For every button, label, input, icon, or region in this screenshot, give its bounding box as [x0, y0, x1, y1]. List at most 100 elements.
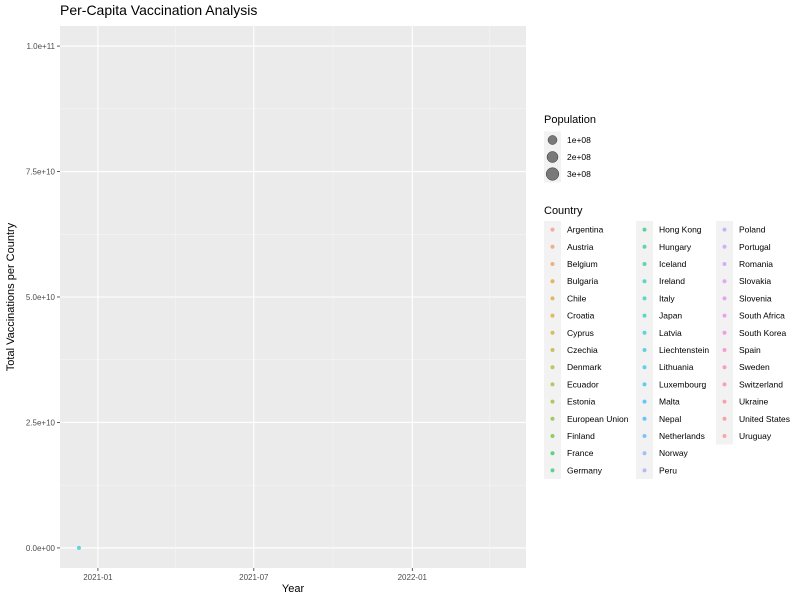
color-legend-label: Estonia	[567, 397, 596, 407]
color-legend-label: Poland	[739, 225, 766, 235]
color-legend-label: Switzerland	[739, 379, 783, 389]
color-legend: Argentina Austria Belgium Bulgaria Chile Croa…	[544, 221, 790, 479]
color-legend-label: Japan	[659, 311, 682, 321]
color-legend-label: Liechtenstein	[659, 345, 709, 355]
color-legend-dot	[642, 416, 647, 421]
size-legend-circle	[546, 151, 559, 163]
color-legend-label: Slovakia	[739, 276, 771, 286]
color-legend-label: Denmark	[567, 362, 602, 372]
color-legend-dot	[642, 227, 647, 232]
color-legend-dot	[550, 330, 555, 335]
color-legend-dot	[550, 399, 555, 404]
color-legend-dot	[722, 416, 727, 421]
color-legend-label: Slovenia	[739, 293, 772, 303]
color-legend-dot	[550, 348, 555, 352]
color-legend-dot	[642, 399, 647, 404]
color-legend-dot	[722, 399, 727, 404]
color-legend-label: Hong Kong	[659, 225, 702, 235]
color-legend-label: Norway	[659, 448, 689, 458]
color-legend-dot	[642, 434, 647, 438]
color-legend-label: Romania	[739, 259, 773, 269]
color-legend-dot	[722, 365, 727, 370]
color-legend-label: Sweden	[739, 362, 770, 372]
color-legend-dot	[722, 296, 727, 301]
color-legend-dot	[722, 279, 727, 284]
color-legend-dot	[642, 330, 647, 335]
color-legend-label: Uruguay	[739, 431, 772, 441]
x-tick-label: 2021-07	[239, 573, 269, 582]
color-legend-dot	[642, 468, 647, 473]
color-legend-label: Italy	[659, 293, 675, 303]
color-legend-title: Country	[544, 205, 583, 217]
color-legend-dot	[642, 451, 647, 456]
color-legend-dot	[722, 348, 727, 352]
size-legend: 1e+08 2e+08 3e+08	[544, 131, 591, 183]
x-tick-label: 2022-01	[398, 573, 428, 582]
color-legend-dot	[722, 262, 727, 266]
size-legend-label: 2e+08	[567, 152, 591, 162]
color-legend-label: Czechia	[567, 345, 598, 355]
color-legend-label: Argentina	[567, 225, 604, 235]
color-legend-dot	[642, 296, 647, 301]
color-legend-label: Chile	[567, 293, 587, 303]
color-legend-dot	[550, 296, 555, 301]
color-legend-dot	[550, 468, 555, 473]
color-legend-label: Latvia	[659, 328, 682, 338]
size-legend-circle	[547, 135, 558, 145]
color-legend-dot	[550, 244, 555, 249]
grid-lines	[60, 26, 526, 568]
color-legend-label: Iceland	[659, 259, 687, 269]
color-legend-dot	[642, 365, 647, 370]
color-legend-label: Spain	[739, 345, 761, 355]
size-legend-title: Population	[544, 114, 596, 126]
color-legend-dot	[642, 262, 647, 266]
color-legend-dot	[550, 382, 555, 387]
color-legend-label: Netherlands	[659, 431, 705, 441]
color-legend-dot	[550, 313, 555, 318]
color-legend-label: Peru	[659, 465, 677, 475]
color-legend-dot	[642, 313, 647, 318]
color-legend-label: Germany	[567, 465, 603, 475]
color-legend-dot	[642, 348, 647, 352]
color-legend-label: Hungary	[659, 242, 692, 252]
color-legend-dot	[642, 382, 647, 387]
color-legend-label: Austria	[567, 242, 594, 252]
color-legend-label: Nepal	[659, 414, 681, 424]
y-tick-label: 5.0e+10	[26, 293, 56, 302]
size-legend-label: 3e+08	[567, 169, 591, 179]
color-legend-label: Ukraine	[739, 397, 769, 407]
color-legend-label: European Union	[567, 414, 629, 424]
chart-title: Per-Capita Vaccination Analysis	[60, 2, 257, 18]
y-tick-label: 2.5e+10	[26, 418, 56, 427]
y-axis-ticks: 0.0e+00 2.5e+10 5.0e+10 7.5e+10 1.0e+11	[26, 42, 60, 553]
color-legend-dot	[722, 330, 727, 335]
color-legend-label: United States	[739, 414, 790, 424]
y-tick-label: 0.0e+00	[26, 544, 56, 553]
y-tick-label: 7.5e+10	[26, 168, 56, 177]
color-legend-label: Finland	[567, 431, 595, 441]
color-legend-label: Lithuania	[659, 362, 694, 372]
color-legend-dot	[550, 365, 555, 370]
color-legend-dot	[550, 451, 555, 456]
x-axis-label: Year	[282, 583, 305, 595]
color-legend-dot	[550, 227, 555, 232]
color-legend-label: Belgium	[567, 259, 598, 269]
color-legend-dot	[722, 434, 727, 438]
color-legend-label: France	[567, 448, 594, 458]
y-axis-label: Total Vaccinations per Country	[5, 222, 17, 371]
color-legend-dot	[722, 382, 727, 387]
color-legend-dot	[722, 313, 727, 318]
color-legend-label: Bulgaria	[567, 276, 598, 286]
color-legend-dot	[722, 244, 727, 249]
color-legend-dot	[550, 434, 555, 438]
color-legend-dot	[722, 227, 727, 232]
data-point	[76, 545, 81, 550]
size-legend-label: 1e+08	[567, 135, 591, 145]
size-legend-circle	[545, 167, 560, 181]
color-legend-label: Luxembourg	[659, 379, 707, 389]
color-legend-dot	[642, 279, 647, 284]
color-legend-label: Cyprus	[567, 328, 594, 338]
color-legend-dot	[550, 416, 555, 421]
color-legend-label: Ecuador	[567, 379, 599, 389]
